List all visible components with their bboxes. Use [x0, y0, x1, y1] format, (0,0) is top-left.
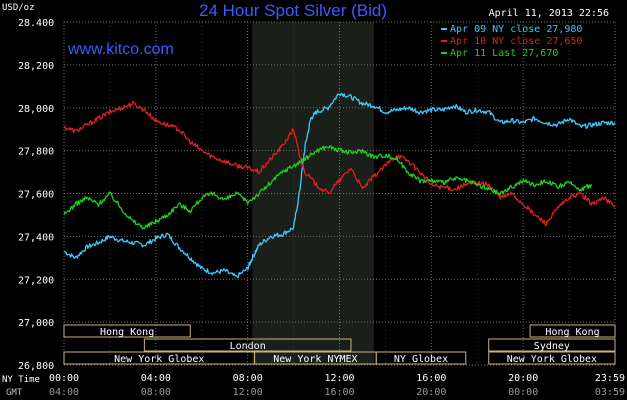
y-tick-labels: 28.400 28,200 28,000 27,800 27,600 27,400 27,2… [18, 18, 54, 372]
session-label: Hong Kong [545, 327, 599, 338]
session-label: New York Globex [507, 354, 597, 365]
session-label: Hong Kong [100, 327, 154, 338]
x-tick-label-gmt: 04:00 [49, 387, 79, 398]
timestamp: April 11, 2013 22:56 [489, 8, 609, 19]
website-link[interactable]: www.kitco.com [67, 41, 174, 58]
series-lines [63, 92, 616, 279]
series-line [63, 145, 592, 230]
x-row-label-ny: NY Time [2, 375, 40, 385]
y-tick-label: 27,000 [18, 318, 54, 329]
x-tick-labels: 00:00 04:00 08:00 12:00 16:00 20:00 23:59 04:00… [49, 373, 625, 398]
grid-lines [63, 21, 616, 366]
session-label: New York Globex [114, 354, 204, 365]
session-label: Sydney [534, 341, 570, 352]
x-tick-label-ny: 20:00 [508, 373, 538, 384]
series-line [63, 100, 616, 227]
y-axis-label: USD/oz [2, 3, 35, 13]
y-tick-label: 26,800 [18, 361, 54, 372]
x-tick-label-gmt: 12:00 [233, 387, 263, 398]
x-tick-label-gmt: 03:59 [595, 387, 625, 398]
x-tick-label-ny: 00:00 [49, 373, 79, 384]
session-label: NY Globex [394, 354, 448, 365]
session-box [143, 338, 352, 352]
session-box [488, 351, 616, 365]
chart-title: 24 Hour Spot Silver (Bid) [199, 1, 387, 20]
x-tick-label-ny: 08:00 [233, 373, 263, 384]
x-tick-label-ny: 12:00 [324, 373, 354, 384]
y-tick-label: 28.400 [18, 18, 54, 29]
series-line [63, 92, 616, 279]
x-row-label-gmt: GMT [6, 388, 23, 398]
y-tick-label: 27,600 [18, 190, 54, 201]
x-tick-label-gmt: 08:00 [141, 387, 171, 398]
y-tick-label: 28,200 [18, 61, 54, 72]
session-box [63, 324, 191, 338]
legend-entry: Apr 09 NY close 27,980 [450, 24, 582, 35]
y-tick-label: 28,000 [18, 104, 54, 115]
market-sessions: Hong Kong London New York Globex New York N… [63, 324, 616, 365]
x-tick-label-gmt: 20:00 [416, 387, 446, 398]
y-tick-label: 27,400 [18, 232, 54, 243]
legend-entry: Apr 10 NY close 27,650 [450, 36, 582, 47]
y-tick-label: 27,200 [18, 275, 54, 286]
x-tick-label-gmt: 00:00 [508, 387, 538, 398]
x-tick-label-ny: 23:59 [595, 373, 625, 384]
legend-entry: Apr 11 Last 27,670 [450, 48, 558, 59]
session-box [375, 351, 467, 365]
x-tick-label-ny: 04:00 [141, 373, 171, 384]
session-label: London [230, 341, 266, 352]
y-tick-label: 27,800 [18, 147, 54, 158]
x-tick-label-gmt: 16:00 [324, 387, 354, 398]
x-tick-label-ny: 16:00 [416, 373, 446, 384]
session-box [488, 338, 616, 352]
session-label: New York NYMEX [273, 354, 357, 365]
session-box [529, 324, 616, 338]
